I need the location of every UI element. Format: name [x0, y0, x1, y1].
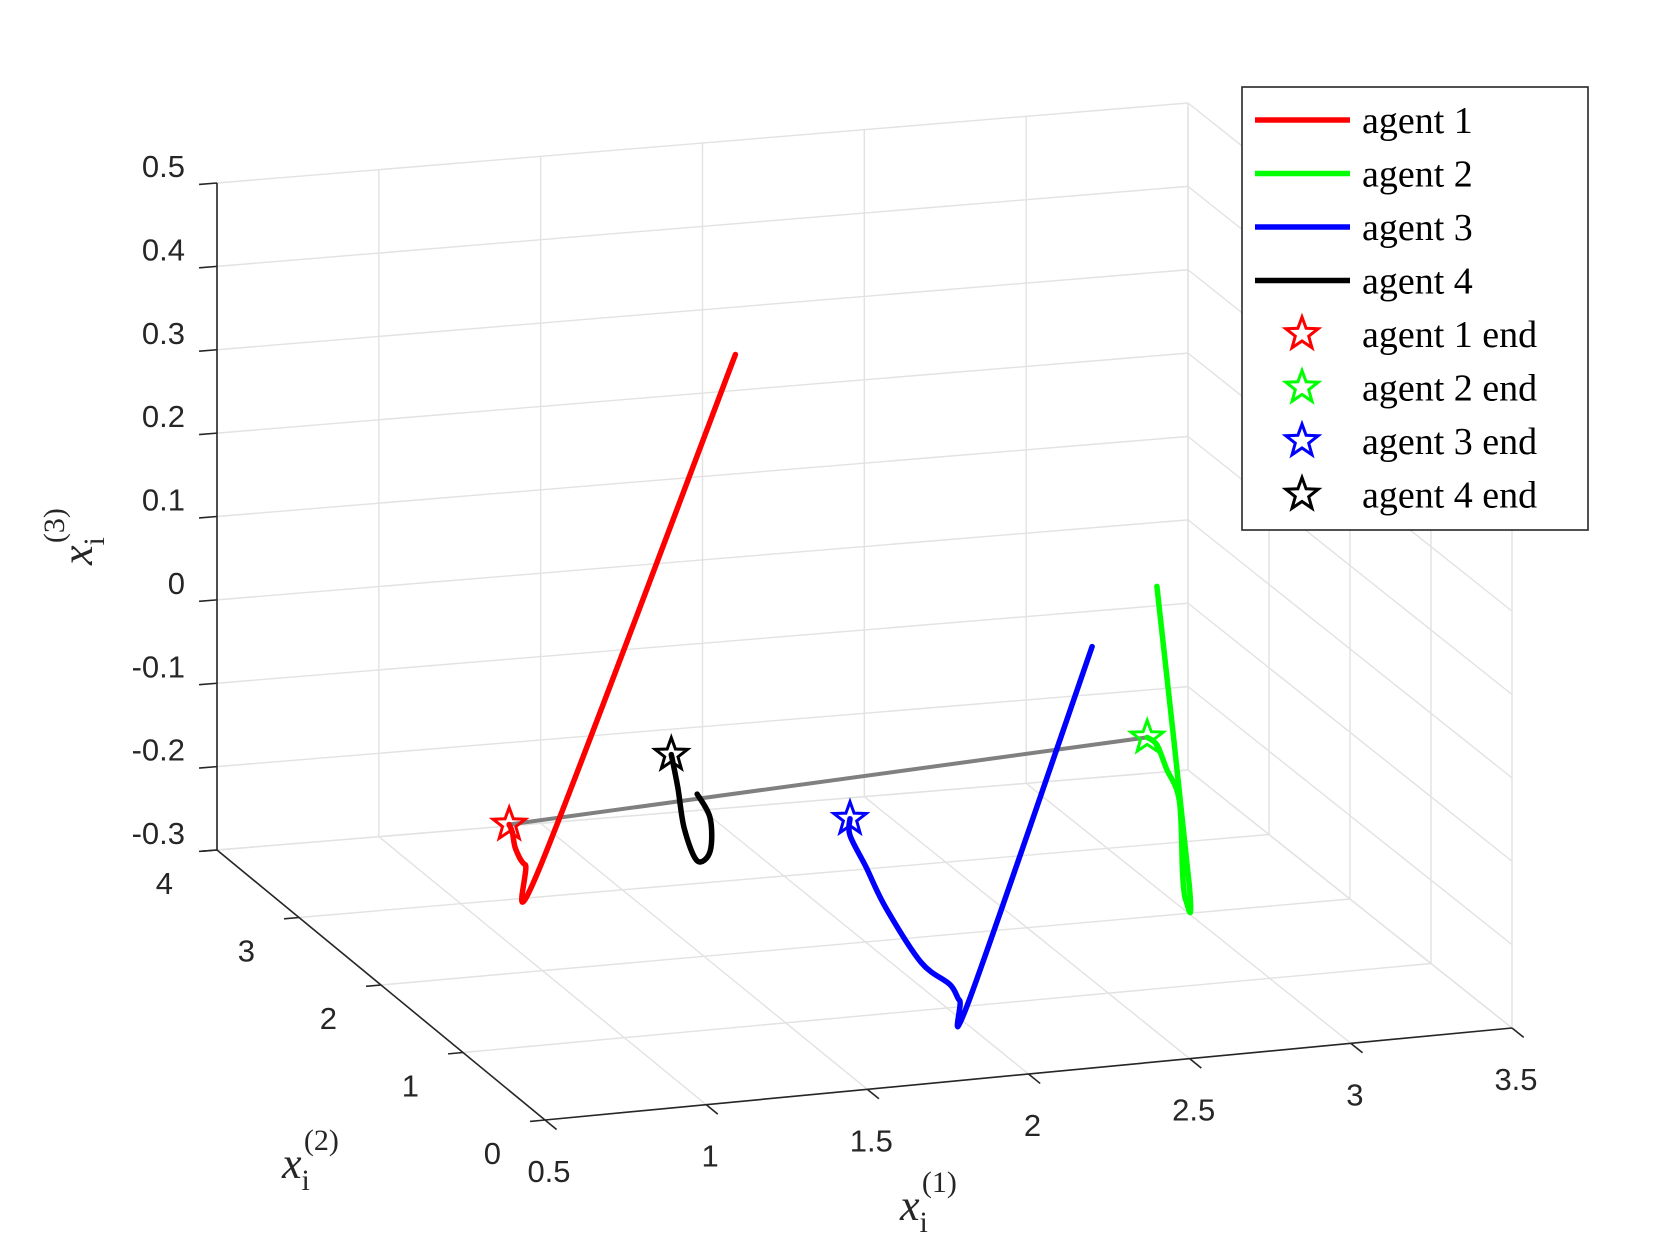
grid-backwall-z — [216, 769, 1189, 851]
grid-floor-y — [298, 833, 1270, 919]
z-tick-label: 0.1 — [142, 483, 185, 518]
x-tick-mark — [1511, 1027, 1525, 1038]
y-tick-label: 2 — [320, 1001, 337, 1036]
grid-backwall-z — [216, 102, 1189, 184]
x-tick-label: 1 — [702, 1139, 719, 1174]
series-agent-2 — [1144, 583, 1194, 916]
grid-sidewall-z — [1187, 602, 1513, 862]
z-tick-mark — [198, 682, 218, 686]
legend-entries: agent 1 agent 2 agent 3 agent 4 agent 1 end a… — [1255, 100, 1537, 517]
z-tick-mark — [198, 765, 218, 769]
legend-label: agent 3 end — [1362, 421, 1537, 463]
z-tick-mark — [198, 432, 218, 436]
y-tick-mark — [283, 916, 300, 920]
grid-sidewall-z — [1187, 769, 1513, 1029]
legend-label: agent 2 end — [1362, 368, 1537, 410]
grid-backwall-z — [216, 185, 1189, 268]
x-tick-mark — [544, 1119, 558, 1131]
axes — [198, 182, 1525, 1131]
legend-star-agent-2-end — [1281, 366, 1323, 405]
legend-star-agent-1-end — [1281, 312, 1323, 352]
legend-star-agent-4-end — [1281, 473, 1323, 512]
legend-label: agent 4 end — [1362, 475, 1537, 517]
z-axis-label: xi(3) — [38, 508, 111, 566]
y-tick-label: 1 — [402, 1069, 419, 1104]
legend-label: agent 3 — [1362, 207, 1473, 249]
grid-backwall-z — [216, 519, 1189, 601]
z-tick-mark — [198, 348, 218, 353]
legend-label: agent 1 end — [1362, 314, 1537, 356]
x-tick-label: 3.5 — [1494, 1062, 1537, 1097]
legend-label: agent 4 — [1362, 261, 1473, 303]
z-tick-label: 0.5 — [142, 149, 185, 184]
legend-label: agent 1 — [1362, 100, 1473, 142]
x-tick-mark — [866, 1088, 880, 1100]
series-agent-3 — [846, 643, 1095, 1030]
marker-agent-2-end — [1126, 716, 1168, 755]
grid-sidewall-z — [1187, 519, 1513, 779]
marker-agent-3-end — [829, 797, 871, 837]
z-tick-label: 0.3 — [142, 316, 185, 351]
z-tick-label: -0.1 — [132, 649, 185, 684]
grid-backwall-z — [216, 352, 1189, 434]
grid-backwall-z — [216, 602, 1189, 684]
marker-agent-1-end — [488, 803, 530, 842]
x-tick-label: 0.5 — [527, 1154, 570, 1189]
legend-box — [1241, 86, 1589, 531]
x-tick-label: 2.5 — [1172, 1093, 1215, 1128]
legend: agent 1 agent 2 agent 3 agent 4 agent 1 end a… — [1241, 86, 1589, 531]
end-connector — [508, 735, 1148, 827]
end-markers — [488, 716, 1168, 842]
z-tick-mark — [198, 182, 218, 186]
y-tick-label: 4 — [156, 866, 173, 901]
y-tick-label: 3 — [238, 934, 255, 969]
z-tick-mark — [198, 515, 218, 519]
x-tick-mark — [1350, 1042, 1364, 1054]
z-tick-label: 0 — [168, 566, 185, 601]
grid-backwall-z — [216, 685, 1189, 768]
grid-backwall-z — [216, 435, 1189, 518]
legend-star-agent-3-end — [1281, 419, 1323, 459]
y-tick-label: 0 — [484, 1136, 501, 1171]
x-tick-mark — [1189, 1058, 1202, 1069]
z-tick-label: 0.2 — [142, 399, 185, 434]
grid-backwall-z — [216, 269, 1189, 351]
grid-sidewall-z — [1187, 686, 1513, 946]
tick-labels: 0.5 1 1.5 2 2.5 3 3.5 0 1 2 3 4 -0.3 -0.2 -0.1 0 0.1 0.2 0… — [132, 149, 1538, 1189]
x-tick-label: 1.5 — [850, 1123, 893, 1158]
series-agent-4 — [668, 751, 715, 865]
z-tick-mark — [198, 849, 218, 853]
y-axis-label: xi(2) — [281, 1124, 339, 1197]
y-tick-mark — [365, 984, 382, 988]
z-tick-label: -0.2 — [132, 733, 185, 768]
grid-floor-y — [462, 962, 1432, 1054]
x-tick-mark — [1027, 1073, 1041, 1085]
series-lines — [506, 351, 1194, 1030]
x-axis-label: xi(1) — [899, 1166, 957, 1239]
legend-label: agent 2 — [1362, 154, 1473, 196]
grid-floor-y — [380, 898, 1351, 986]
z-tick-label: -0.3 — [132, 816, 185, 851]
y-tick-mark — [447, 1051, 464, 1055]
x-tick-mark — [705, 1104, 719, 1115]
y-tick-mark — [529, 1119, 546, 1123]
z-tick-label: 0.4 — [142, 232, 185, 267]
marker-agent-4-end — [651, 733, 692, 772]
z-tick-mark — [198, 599, 218, 603]
z-tick-mark — [198, 265, 218, 269]
x-tick-label: 3 — [1346, 1077, 1363, 1112]
end-connector-line — [508, 735, 1148, 827]
x-tick-label: 2 — [1024, 1108, 1041, 1143]
